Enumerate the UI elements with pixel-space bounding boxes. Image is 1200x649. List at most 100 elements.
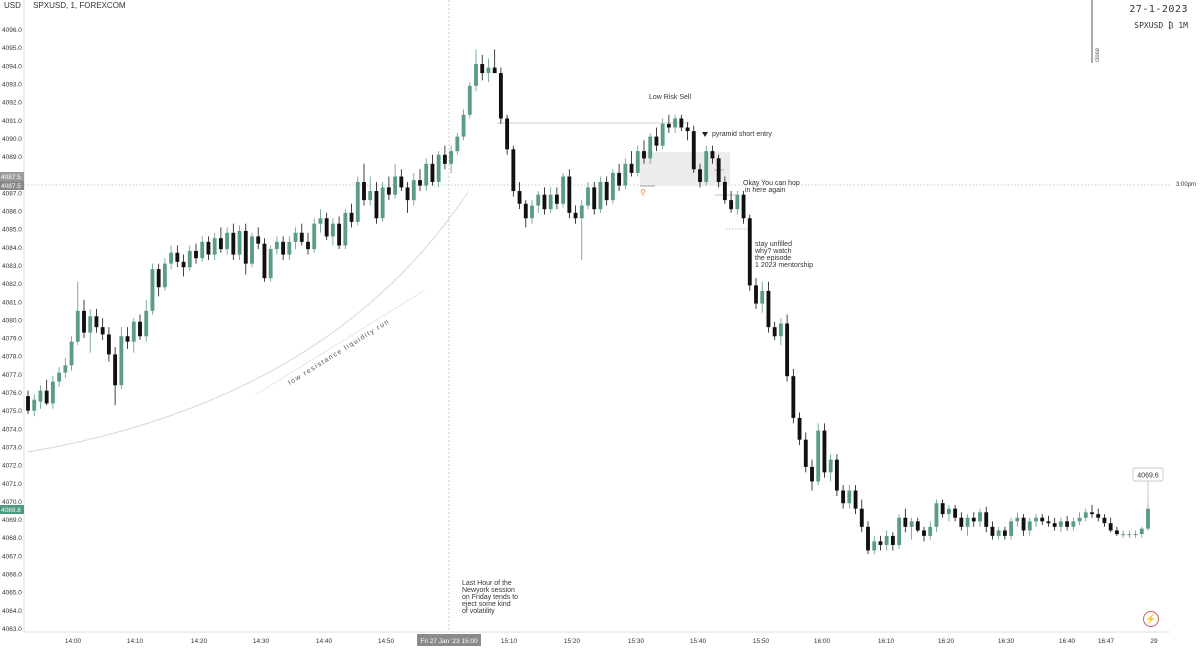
candle[interactable] (1108, 517, 1113, 533)
candle[interactable] (312, 218, 317, 253)
candle[interactable] (237, 225, 242, 261)
liquidity-curve[interactable] (27, 191, 469, 453)
candle[interactable] (256, 227, 261, 250)
candle[interactable] (523, 200, 528, 228)
candle[interactable] (536, 191, 541, 213)
candle[interactable] (872, 535, 877, 555)
candle[interactable] (88, 309, 93, 353)
candle[interactable] (26, 390, 30, 415)
candle[interactable] (1034, 514, 1038, 527)
candle[interactable] (318, 209, 323, 233)
candle[interactable] (1046, 515, 1051, 527)
candle[interactable] (822, 423, 827, 478)
candle[interactable] (990, 521, 995, 540)
candle[interactable] (866, 521, 870, 555)
candle[interactable] (250, 232, 254, 268)
candle[interactable] (181, 254, 186, 277)
unfilled-label-line-3[interactable]: the episode (755, 255, 791, 262)
candle[interactable] (368, 176, 373, 206)
candle[interactable] (735, 191, 740, 215)
candle[interactable] (953, 505, 958, 522)
candle[interactable] (847, 485, 852, 509)
candle[interactable] (554, 187, 559, 210)
candle[interactable] (604, 176, 609, 206)
candles[interactable] (26, 49, 1150, 555)
candle[interactable] (1071, 517, 1076, 531)
candle[interactable] (467, 82, 472, 119)
candle[interactable] (324, 212, 329, 241)
unfilled-label-line-2[interactable]: why? watch (754, 248, 792, 255)
candle[interactable] (38, 385, 43, 409)
candle[interactable] (785, 314, 790, 382)
candle[interactable] (729, 191, 734, 213)
candle[interactable] (1065, 515, 1070, 531)
candle[interactable] (281, 236, 286, 261)
candle[interactable] (511, 145, 516, 197)
candle[interactable] (436, 151, 441, 188)
candle[interactable] (978, 508, 982, 527)
candle[interactable] (274, 236, 279, 255)
candle[interactable] (442, 145, 447, 170)
candle[interactable] (194, 243, 198, 264)
candle[interactable] (934, 499, 939, 533)
candle[interactable] (355, 176, 360, 226)
candle[interactable] (200, 236, 205, 262)
candle[interactable] (542, 187, 547, 215)
candle[interactable] (75, 281, 80, 346)
candle[interactable] (579, 200, 584, 261)
candle[interactable] (262, 238, 267, 282)
candle[interactable] (144, 299, 149, 342)
candle[interactable] (1096, 508, 1101, 522)
candle[interactable] (722, 176, 727, 204)
unfilled-label-line-4[interactable]: 1 2023 mentorship (755, 262, 813, 269)
hop-label-line-2[interactable]: in here again (745, 187, 786, 194)
candle[interactable] (797, 412, 802, 446)
candle[interactable] (449, 145, 454, 173)
candle[interactable] (461, 109, 466, 141)
candle[interactable] (685, 122, 690, 141)
candle[interactable] (754, 278, 758, 310)
candle[interactable] (94, 309, 99, 333)
candle[interactable] (343, 209, 348, 250)
candle[interactable] (393, 163, 398, 199)
candle[interactable] (455, 132, 460, 155)
candle[interactable] (617, 163, 622, 192)
candle[interactable] (243, 223, 248, 275)
candle[interactable] (598, 176, 603, 213)
candle[interactable] (922, 526, 926, 542)
candle[interactable] (1040, 514, 1045, 525)
candle[interactable] (741, 191, 746, 224)
candle[interactable] (530, 200, 534, 224)
candle[interactable] (1027, 517, 1032, 536)
imbalance-box[interactable] (640, 152, 730, 186)
candle[interactable] (642, 140, 646, 164)
candle[interactable] (561, 172, 566, 208)
candle[interactable] (1015, 512, 1020, 527)
candle[interactable] (399, 169, 404, 192)
candle[interactable] (517, 181, 522, 210)
candle[interactable] (175, 245, 180, 268)
candle[interactable] (386, 176, 391, 201)
candle[interactable] (1090, 505, 1094, 518)
candle[interactable] (156, 263, 161, 297)
candle[interactable] (716, 154, 721, 188)
last-hour-label-line-5[interactable]: of volatility (462, 608, 495, 615)
candle[interactable] (505, 114, 510, 155)
price-axis[interactable] (0, 0, 24, 649)
candle[interactable] (592, 181, 597, 215)
candle[interactable] (890, 532, 895, 551)
candle[interactable] (1058, 517, 1063, 533)
candle[interactable] (63, 358, 68, 378)
candle[interactable] (704, 145, 709, 186)
candle[interactable] (1021, 514, 1026, 536)
unfilled-label-line-1[interactable]: stay unfilled (755, 241, 792, 248)
candle[interactable] (698, 163, 702, 188)
low-risk-sell-label[interactable]: Low Risk Sell (649, 94, 691, 101)
candle[interactable] (610, 169, 615, 204)
candle[interactable] (766, 281, 771, 333)
candle[interactable] (212, 232, 217, 261)
candle[interactable] (1133, 530, 1138, 538)
candle[interactable] (965, 514, 970, 536)
candle[interactable] (946, 505, 951, 522)
candle[interactable] (32, 394, 37, 417)
